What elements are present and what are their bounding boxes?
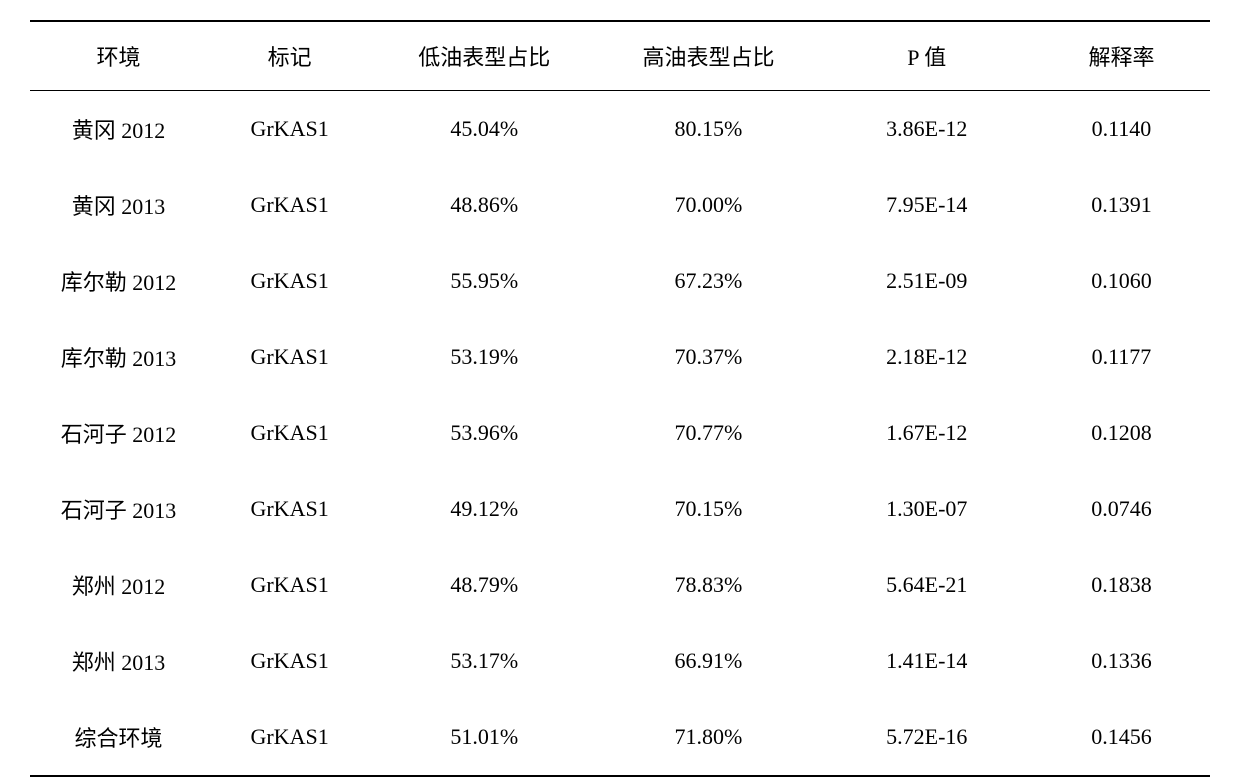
cell-explain-rate: 0.0746 [1033, 471, 1210, 547]
cell-marker: GrKAS1 [207, 319, 372, 395]
cell-low-oil: 53.19% [372, 319, 596, 395]
table-row: 黄冈 2013 GrKAS1 48.86% 70.00% 7.95E-14 0.… [30, 167, 1210, 243]
cell-marker: GrKAS1 [207, 471, 372, 547]
table-body: 黄冈 2012 GrKAS1 45.04% 80.15% 3.86E-12 0.… [30, 91, 1210, 777]
cell-low-oil: 45.04% [372, 91, 596, 168]
cell-environment: 黄冈 2013 [30, 167, 207, 243]
cell-environment: 郑州 2012 [30, 547, 207, 623]
cell-marker: GrKAS1 [207, 243, 372, 319]
cell-marker: GrKAS1 [207, 547, 372, 623]
cell-marker: GrKAS1 [207, 395, 372, 471]
cell-p-value: 5.72E-16 [821, 699, 1033, 776]
table-row: 郑州 2013 GrKAS1 53.17% 66.91% 1.41E-14 0.… [30, 623, 1210, 699]
cell-environment: 黄冈 2012 [30, 91, 207, 168]
cell-low-oil: 49.12% [372, 471, 596, 547]
cell-explain-rate: 0.1336 [1033, 623, 1210, 699]
table-row: 库尔勒 2013 GrKAS1 53.19% 70.37% 2.18E-12 0… [30, 319, 1210, 395]
table-row: 石河子 2012 GrKAS1 53.96% 70.77% 1.67E-12 0… [30, 395, 1210, 471]
cell-marker: GrKAS1 [207, 699, 372, 776]
cell-explain-rate: 0.1140 [1033, 91, 1210, 168]
header-high-oil: 高油表型占比 [596, 21, 820, 91]
table-row: 综合环境 GrKAS1 51.01% 71.80% 5.72E-16 0.145… [30, 699, 1210, 776]
cell-environment: 库尔勒 2012 [30, 243, 207, 319]
cell-p-value: 7.95E-14 [821, 167, 1033, 243]
cell-marker: GrKAS1 [207, 91, 372, 168]
cell-high-oil: 70.15% [596, 471, 820, 547]
header-row: 环境 标记 低油表型占比 高油表型占比 P 值 解释率 [30, 21, 1210, 91]
cell-p-value: 1.41E-14 [821, 623, 1033, 699]
cell-explain-rate: 0.1060 [1033, 243, 1210, 319]
cell-p-value: 2.51E-09 [821, 243, 1033, 319]
cell-p-value: 1.67E-12 [821, 395, 1033, 471]
cell-explain-rate: 0.1456 [1033, 699, 1210, 776]
cell-environment: 石河子 2012 [30, 395, 207, 471]
cell-environment: 综合环境 [30, 699, 207, 776]
cell-environment: 石河子 2013 [30, 471, 207, 547]
cell-p-value: 3.86E-12 [821, 91, 1033, 168]
cell-environment: 郑州 2013 [30, 623, 207, 699]
table-row: 库尔勒 2012 GrKAS1 55.95% 67.23% 2.51E-09 0… [30, 243, 1210, 319]
table-header: 环境 标记 低油表型占比 高油表型占比 P 值 解释率 [30, 21, 1210, 91]
header-low-oil: 低油表型占比 [372, 21, 596, 91]
cell-high-oil: 70.77% [596, 395, 820, 471]
data-table: 环境 标记 低油表型占比 高油表型占比 P 值 解释率 黄冈 2012 GrKA… [30, 20, 1210, 777]
header-explain-rate: 解释率 [1033, 21, 1210, 91]
cell-high-oil: 80.15% [596, 91, 820, 168]
cell-explain-rate: 0.1838 [1033, 547, 1210, 623]
cell-low-oil: 51.01% [372, 699, 596, 776]
cell-environment: 库尔勒 2013 [30, 319, 207, 395]
cell-p-value: 2.18E-12 [821, 319, 1033, 395]
cell-p-value: 1.30E-07 [821, 471, 1033, 547]
cell-low-oil: 48.79% [372, 547, 596, 623]
cell-high-oil: 71.80% [596, 699, 820, 776]
table-row: 黄冈 2012 GrKAS1 45.04% 80.15% 3.86E-12 0.… [30, 91, 1210, 168]
cell-high-oil: 70.00% [596, 167, 820, 243]
header-environment: 环境 [30, 21, 207, 91]
table-row: 郑州 2012 GrKAS1 48.79% 78.83% 5.64E-21 0.… [30, 547, 1210, 623]
table-row: 石河子 2013 GrKAS1 49.12% 70.15% 1.30E-07 0… [30, 471, 1210, 547]
cell-low-oil: 53.96% [372, 395, 596, 471]
cell-explain-rate: 0.1391 [1033, 167, 1210, 243]
cell-marker: GrKAS1 [207, 623, 372, 699]
cell-marker: GrKAS1 [207, 167, 372, 243]
cell-low-oil: 55.95% [372, 243, 596, 319]
cell-low-oil: 48.86% [372, 167, 596, 243]
cell-low-oil: 53.17% [372, 623, 596, 699]
cell-explain-rate: 0.1177 [1033, 319, 1210, 395]
cell-high-oil: 78.83% [596, 547, 820, 623]
cell-p-value: 5.64E-21 [821, 547, 1033, 623]
cell-explain-rate: 0.1208 [1033, 395, 1210, 471]
cell-high-oil: 67.23% [596, 243, 820, 319]
cell-high-oil: 66.91% [596, 623, 820, 699]
cell-high-oil: 70.37% [596, 319, 820, 395]
header-p-value: P 值 [821, 21, 1033, 91]
header-marker: 标记 [207, 21, 372, 91]
